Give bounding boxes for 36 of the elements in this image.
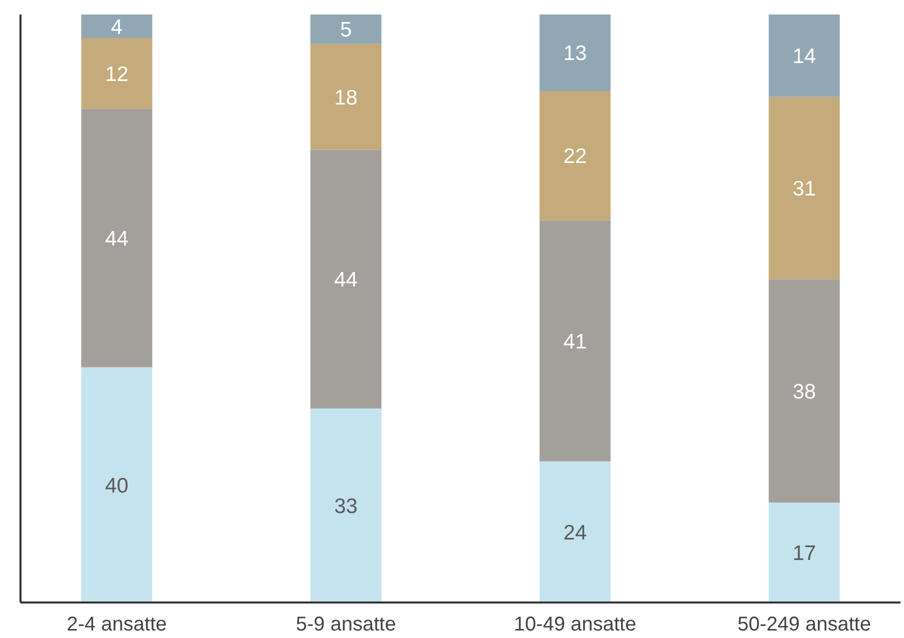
bar: [310, 44, 382, 150]
data-label: 18: [334, 86, 358, 110]
bar: [310, 150, 382, 408]
bar: [81, 367, 152, 602]
data-label: 33: [334, 494, 358, 518]
data-label: 24: [563, 521, 588, 544]
data-label: 41: [563, 330, 587, 354]
bar: [540, 461, 611, 602]
bar: [81, 14, 152, 38]
x-tick-label: 5-9 ansatte: [296, 614, 396, 636]
data-label: 5: [340, 18, 352, 42]
bar: [540, 14, 611, 91]
bar: [81, 38, 152, 109]
data-label: 22: [563, 145, 587, 168]
data-label: 12: [105, 62, 128, 86]
bar: [540, 220, 611, 462]
data-label: 44: [334, 268, 358, 292]
bar: [768, 14, 840, 97]
bar: [81, 108, 152, 368]
bar: [768, 279, 840, 503]
x-tick-label: 50-249 ansatte: [738, 614, 871, 636]
bar: [768, 502, 840, 602]
data-label: 44: [105, 227, 129, 250]
data-label: 31: [792, 177, 816, 200]
bar: [540, 90, 611, 220]
data-label: 40: [105, 474, 128, 498]
data-label: 13: [563, 42, 587, 66]
x-tick-label: 10-49 ansatte: [514, 614, 636, 636]
bar: [310, 14, 382, 44]
data-label: 17: [792, 542, 816, 566]
data-label: 14: [792, 45, 816, 68]
x-tick-label: 2-4 ansatte: [66, 614, 167, 636]
data-label: 38: [792, 380, 816, 404]
data-label: 4: [110, 16, 123, 39]
bar: [310, 408, 382, 602]
bar: [768, 96, 840, 280]
